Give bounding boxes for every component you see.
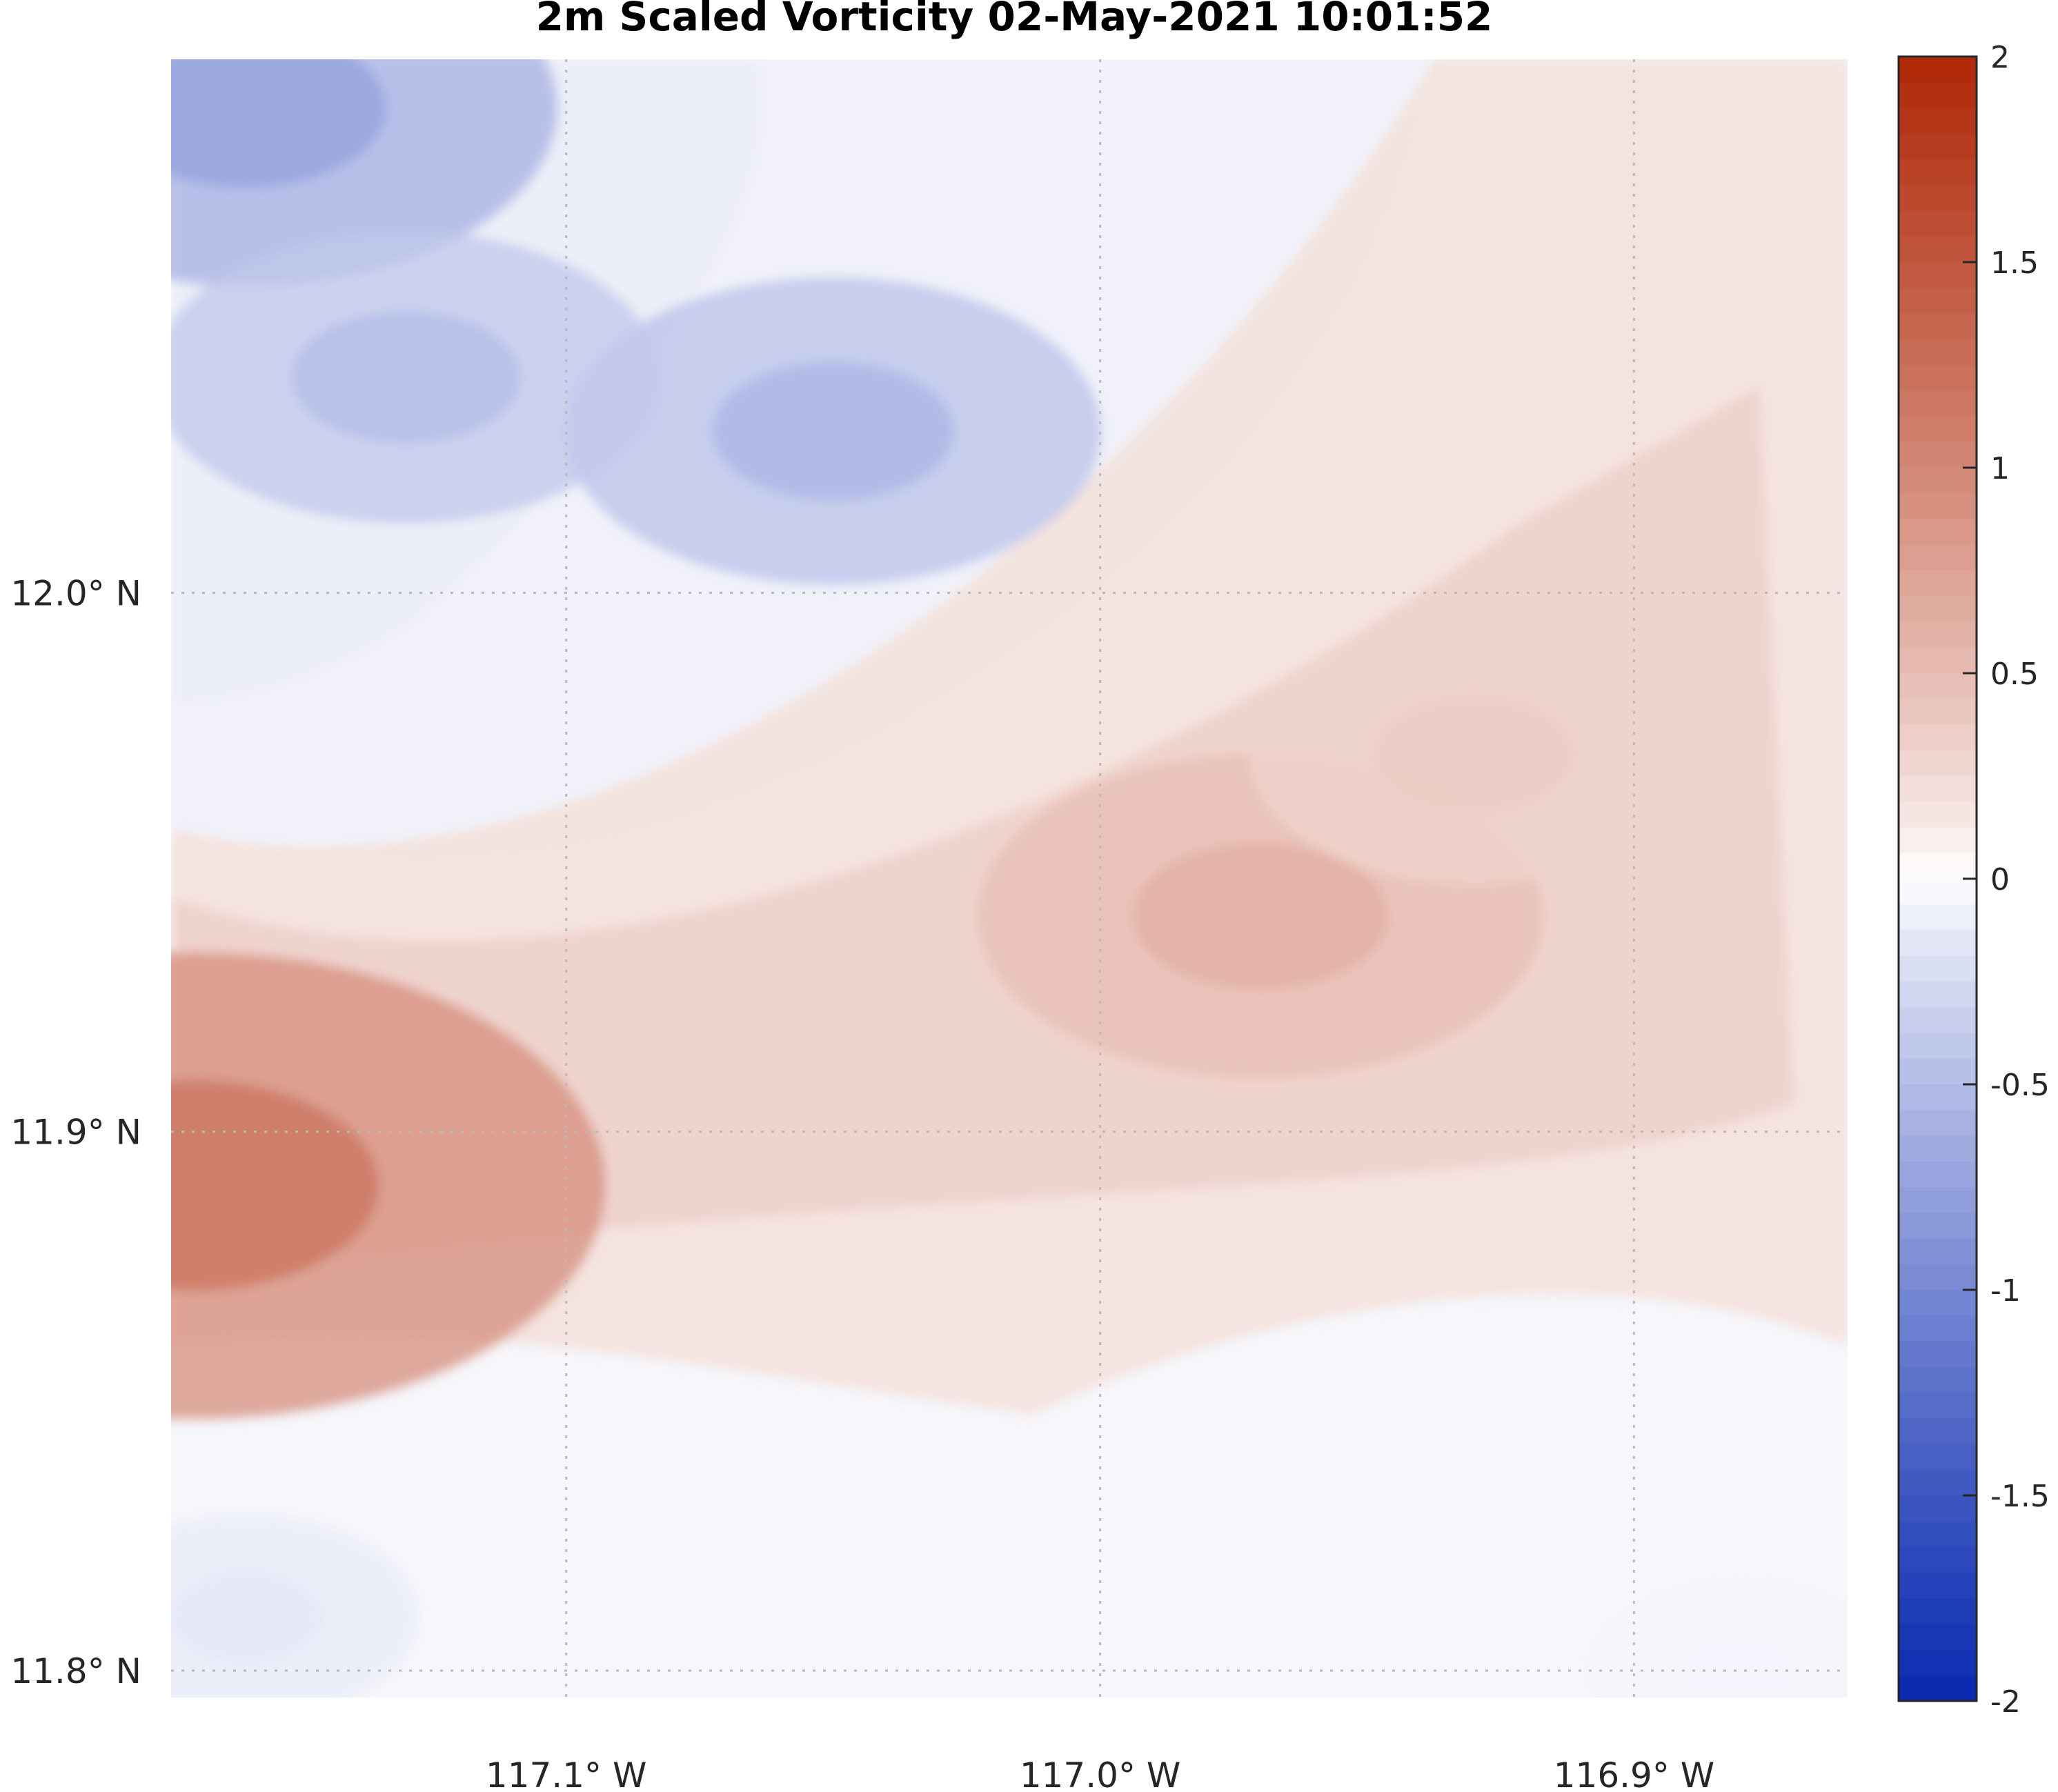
colorbar-segment xyxy=(1899,930,1977,957)
colorbar-segment xyxy=(1899,1624,1977,1651)
colorbar-segment xyxy=(1899,1238,1977,1265)
colorbar-segment xyxy=(1899,416,1977,443)
vorticity-core xyxy=(1372,695,1575,813)
vorticity-core xyxy=(1133,843,1388,989)
y-tick-label: 12.0° N xyxy=(10,573,141,613)
colorbar-segment xyxy=(1899,1264,1977,1291)
colorbar-segment xyxy=(1899,1135,1977,1162)
colorbar-segment xyxy=(1899,1649,1977,1676)
vorticity-core xyxy=(171,1080,379,1291)
colorbar-segment xyxy=(1899,621,1977,648)
colorbar-segment xyxy=(1899,133,1977,160)
colorbar-segment xyxy=(1899,1007,1977,1034)
colorbar-segment xyxy=(1899,1290,1977,1316)
vorticity-core xyxy=(712,361,954,501)
colorbar-segment xyxy=(1899,776,1977,802)
colorbar-segment xyxy=(1899,108,1977,135)
colorbar-tick-label: 0 xyxy=(1990,862,2010,897)
colorbar-segment xyxy=(1899,1213,1977,1240)
colorbar-segment xyxy=(1899,1418,1977,1445)
colorbar-segment xyxy=(1899,1033,1977,1059)
vorticity-core xyxy=(171,59,386,188)
colorbar-segment xyxy=(1899,1058,1977,1085)
colorbar-segment xyxy=(1899,1161,1977,1188)
grid xyxy=(171,59,1848,1698)
colorbar-tick-label: 1 xyxy=(1990,451,2010,486)
colorbar-segment xyxy=(1899,904,1977,931)
colorbar-segment xyxy=(1899,1366,1977,1393)
x-tick-label: 117.1° W xyxy=(486,1755,646,1792)
colorbar-segment xyxy=(1899,570,1977,597)
colorbar-segment xyxy=(1899,441,1977,468)
colorbar-segment xyxy=(1899,673,1977,699)
colorbar-segment xyxy=(1899,82,1977,109)
colorbar-segment xyxy=(1899,724,1977,751)
colorbar-tick-label: -1.5 xyxy=(1990,1479,2050,1514)
colorbar-segment xyxy=(1899,339,1977,366)
y-tick-label: 11.8° N xyxy=(10,1651,141,1691)
colorbar-segment xyxy=(1899,827,1977,854)
colorbar-segment xyxy=(1899,802,1977,828)
colorbar-segment xyxy=(1899,1444,1977,1471)
colorbar: 2 1.5 1 0.5 0 -0.5 -1 -1.5 -2 xyxy=(1897,40,2050,1720)
colorbar-segment xyxy=(1899,955,1977,982)
colorbar-segment xyxy=(1899,288,1977,315)
colorbar-segment xyxy=(1899,1469,1977,1496)
colorbar-segment xyxy=(1899,185,1977,212)
colorbar-segment xyxy=(1899,1546,1977,1573)
x-axis: 117.1° W 117.0° W 116.9° W xyxy=(486,1755,1714,1792)
colorbar-segment xyxy=(1899,1341,1977,1368)
colorbar-segment xyxy=(1899,699,1977,726)
colorbar-tick-label: 0.5 xyxy=(1990,657,2039,692)
vorticity-core xyxy=(1672,1629,1810,1698)
colorbar-segment xyxy=(1899,750,1977,777)
colorbar-segment xyxy=(1899,1393,1977,1419)
colorbar-segment xyxy=(1899,1187,1977,1213)
x-tick-label: 117.0° W xyxy=(1020,1755,1180,1792)
colorbar-segment xyxy=(1899,519,1977,546)
x-tick-label: 116.9° W xyxy=(1554,1755,1714,1792)
colorbar-segment xyxy=(1899,365,1977,391)
colorbar-tick-label: -0.5 xyxy=(1990,1068,2050,1103)
colorbar-segment xyxy=(1899,236,1977,263)
colorbar-segment xyxy=(1899,596,1977,623)
colorbar-segment xyxy=(1899,1495,1977,1522)
colorbar-segment xyxy=(1899,468,1977,494)
colorbar-segment xyxy=(1899,879,1977,905)
colorbar-segment xyxy=(1899,544,1977,571)
vorticity-field xyxy=(171,59,1848,1698)
colorbar-segment xyxy=(1899,159,1977,186)
colorbar-segment xyxy=(1899,57,1977,83)
y-tick-label: 11.9° N xyxy=(10,1113,141,1153)
plot-area xyxy=(171,59,1848,1698)
colorbar-segment xyxy=(1899,262,1977,288)
colorbar-segment xyxy=(1899,313,1977,340)
colorbar-segment xyxy=(1899,1110,1977,1137)
y-axis: 12.0° N 11.9° N 11.8° N xyxy=(10,573,141,1691)
colorbar-segment xyxy=(1899,1315,1977,1342)
colorbar-segment xyxy=(1899,1084,1977,1111)
colorbar-segment xyxy=(1899,982,1977,1008)
colorbar-segment xyxy=(1899,1598,1977,1624)
colorbar-tick-label: 1.5 xyxy=(1990,246,2039,281)
colorbar-tick-label: 2 xyxy=(1990,40,2010,75)
colorbar-segment xyxy=(1899,493,1977,520)
colorbar-segment xyxy=(1899,1675,1977,1702)
colorbar-segment xyxy=(1899,1572,1977,1599)
colorbar-tick-label: -1 xyxy=(1990,1273,2021,1308)
chart-title: 2m Scaled Vorticity 02-May-2021 10:01:52 xyxy=(536,0,1493,40)
colorbar-segment xyxy=(1899,1521,1977,1548)
colorbar-segment xyxy=(1899,853,1977,879)
vorticity-core xyxy=(171,1571,324,1663)
colorbar-segment xyxy=(1899,210,1977,237)
positive-vorticity-blob xyxy=(171,952,606,1420)
colorbar-segment xyxy=(1899,390,1977,417)
colorbar-segment xyxy=(1899,647,1977,674)
vorticity-core xyxy=(291,311,521,444)
colorbar-tick-label: -2 xyxy=(1990,1684,2021,1720)
